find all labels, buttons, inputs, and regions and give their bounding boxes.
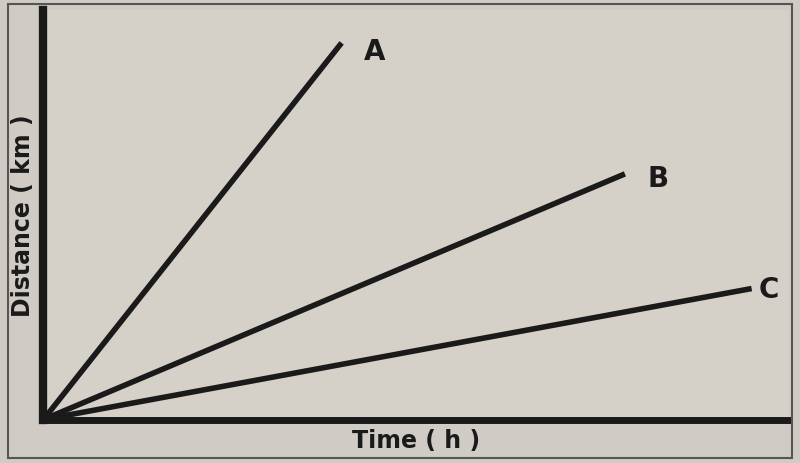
Y-axis label: Distance ( km ): Distance ( km ) [11,114,35,317]
Text: B: B [647,165,668,193]
X-axis label: Time ( h ): Time ( h ) [352,428,480,452]
Text: C: C [759,275,779,303]
Text: A: A [364,38,386,66]
